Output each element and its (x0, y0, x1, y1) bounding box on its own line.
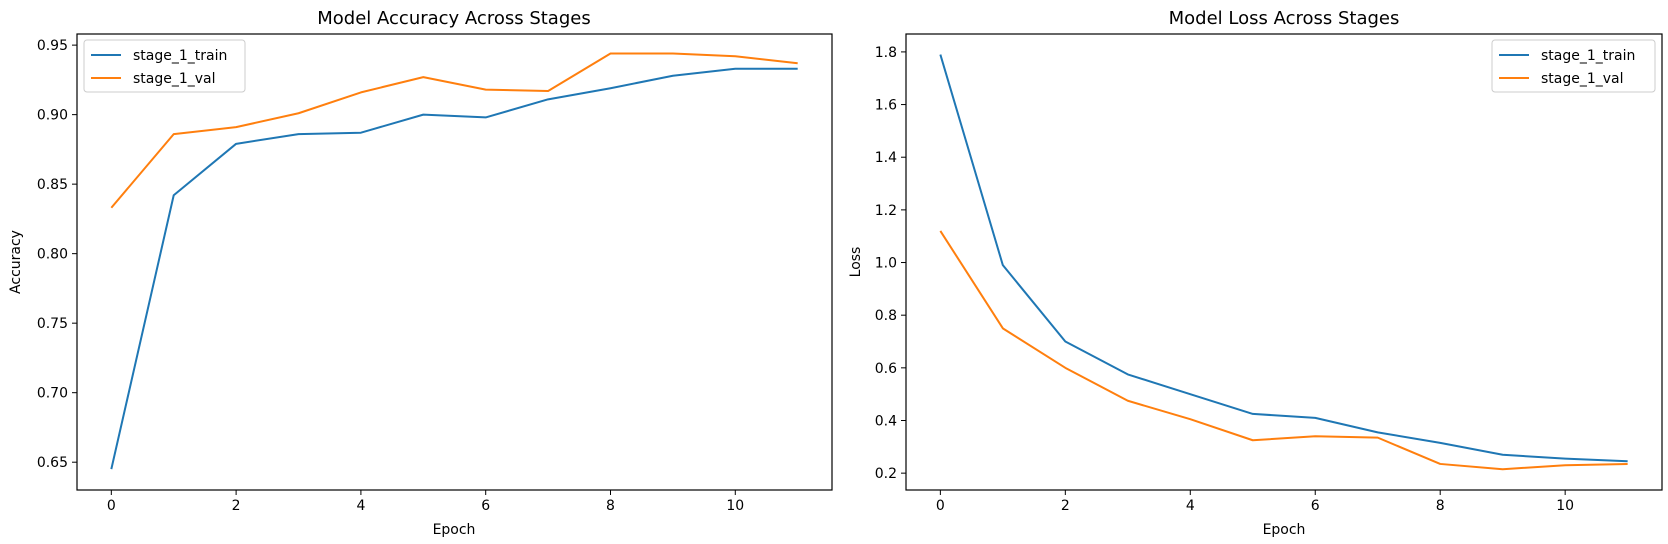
accuracy-x-ticks: 0 2 4 6 8 10 (107, 490, 744, 514)
accuracy-axes-frame (76, 33, 833, 491)
accuracy-y-tick-label: 0.65 (37, 455, 68, 471)
accuracy-x-tick-label: 4 (356, 498, 365, 514)
loss-y-tick-label: 0.2 (875, 466, 897, 482)
loss-series-line-stage-1-train (939, 54, 1628, 463)
loss-y-tick-label: 1.6 (875, 98, 897, 114)
loss-y-axis-label: Loss (848, 247, 864, 278)
accuracy-series-line-stage-1-val (110, 52, 798, 209)
loss-legend-label-val: stage_1_val (1541, 71, 1624, 87)
loss-series-line-stage-1-val (939, 230, 1628, 471)
loss-x-tick-label: 6 (1311, 498, 1320, 514)
loss-series-lines (939, 54, 1628, 471)
loss-y-tick-label: 0.8 (875, 308, 897, 324)
accuracy-x-tick-label: 8 (606, 498, 615, 514)
loss-legend-label-train: stage_1_train (1541, 48, 1635, 64)
accuracy-legend: stage_1_train stage_1_val (83, 39, 246, 93)
loss-x-axis-label: Epoch (1263, 522, 1306, 538)
accuracy-y-tick-label: 0.95 (37, 38, 68, 54)
accuracy-y-tick-label: 0.90 (37, 108, 68, 124)
loss-y-tick-label: 1.2 (875, 203, 897, 219)
accuracy-x-tick-label: 6 (481, 498, 490, 514)
accuracy-x-tick-label: 2 (232, 498, 241, 514)
accuracy-legend-label-val: stage_1_val (133, 71, 216, 87)
accuracy-legend-frame (83, 39, 246, 93)
loss-axes-frame (905, 33, 1663, 491)
loss-y-tick-label: 1.0 (875, 256, 897, 272)
accuracy-x-axis-label: Epoch (433, 522, 476, 538)
loss-x-tick-label: 10 (1556, 498, 1574, 514)
loss-x-ticks: 0 2 4 6 8 10 (936, 490, 1574, 514)
loss-x-tick-label: 2 (1061, 498, 1070, 514)
loss-y-tick-label: 0.6 (875, 361, 897, 377)
loss-x-tick-label: 0 (936, 498, 945, 514)
loss-x-tick-label: 4 (1186, 498, 1195, 514)
accuracy-y-tick-label: 0.75 (37, 316, 68, 332)
loss-chart-title: Model Loss Across Stages (1169, 8, 1400, 29)
accuracy-chart-title: Model Accuracy Across Stages (317, 8, 590, 29)
accuracy-x-tick-label: 0 (107, 498, 116, 514)
accuracy-y-tick-label: 0.85 (37, 177, 68, 193)
accuracy-y-axis-label: Accuracy (8, 230, 24, 294)
accuracy-y-tick-label: 0.70 (37, 386, 68, 402)
loss-chart: Model Loss Across Stages 0 2 4 6 8 10 0.20.40… (848, 8, 1663, 538)
accuracy-chart: Model Accuracy Across Stages 0 2 4 6 8 10 0.6… (8, 8, 833, 538)
loss-x-tick-label: 8 (1436, 498, 1445, 514)
accuracy-legend-label-train: stage_1_train (133, 48, 227, 64)
loss-y-tick-label: 1.4 (875, 150, 897, 166)
accuracy-series-line-stage-1-train (110, 67, 798, 470)
loss-y-tick-label: 0.4 (875, 413, 897, 429)
accuracy-y-ticks: 0.65 0.70 0.75 0.80 0.85 0.90 0.95 (37, 38, 77, 471)
accuracy-y-tick-label: 0.80 (37, 247, 68, 263)
loss-legend: stage_1_train stage_1_val (1491, 39, 1656, 93)
accuracy-plot-area (76, 33, 833, 491)
loss-y-ticks: 0.2 0.4 0.6 0.8 1.0 1.2 1.4 1.6 1.8 (875, 45, 906, 482)
accuracy-x-tick-label: 10 (726, 498, 744, 514)
accuracy-series-lines (110, 52, 798, 470)
loss-legend-frame (1491, 39, 1656, 93)
loss-plot-area (905, 33, 1663, 491)
loss-y-tick-label: 1.8 (875, 45, 897, 61)
